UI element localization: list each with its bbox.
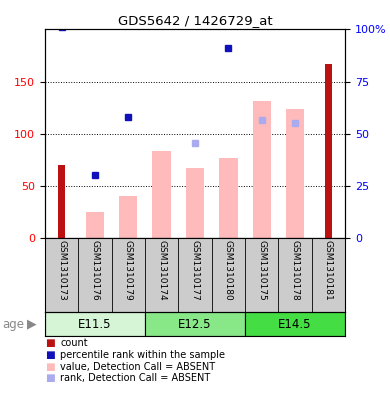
Bar [58, 165, 65, 238]
Bar [119, 196, 137, 238]
Bar [86, 212, 104, 238]
Bar [253, 101, 271, 238]
Text: GSM1310181: GSM1310181 [324, 240, 333, 301]
Text: GSM1310177: GSM1310177 [190, 240, 200, 301]
Text: E11.5: E11.5 [78, 318, 112, 331]
Text: ■: ■ [45, 350, 55, 360]
Text: ■: ■ [45, 373, 55, 384]
Bar [186, 168, 204, 238]
Text: E14.5: E14.5 [278, 318, 312, 331]
Text: E12.5: E12.5 [178, 318, 212, 331]
Bar [325, 64, 332, 238]
Text: GSM1310178: GSM1310178 [291, 240, 300, 301]
Bar [145, 312, 245, 336]
Bar [286, 108, 304, 238]
Bar [45, 312, 145, 336]
Text: rank, Detection Call = ABSENT: rank, Detection Call = ABSENT [60, 373, 211, 384]
Text: count: count [60, 338, 88, 348]
Text: ■: ■ [45, 338, 55, 348]
Text: value, Detection Call = ABSENT: value, Detection Call = ABSENT [60, 362, 216, 372]
Text: GSM1310174: GSM1310174 [157, 240, 166, 301]
Text: GSM1310176: GSM1310176 [90, 240, 99, 301]
Text: ▶: ▶ [27, 318, 36, 331]
Text: percentile rank within the sample: percentile rank within the sample [60, 350, 225, 360]
Text: GSM1310180: GSM1310180 [224, 240, 233, 301]
Text: ■: ■ [45, 362, 55, 372]
Bar [219, 158, 238, 238]
Title: GDS5642 / 1426729_at: GDS5642 / 1426729_at [118, 14, 272, 27]
Bar [245, 312, 345, 336]
Text: GSM1310173: GSM1310173 [57, 240, 66, 301]
Bar [152, 151, 171, 238]
Text: age: age [2, 318, 24, 331]
Text: GSM1310179: GSM1310179 [124, 240, 133, 301]
Text: GSM1310175: GSM1310175 [257, 240, 266, 301]
